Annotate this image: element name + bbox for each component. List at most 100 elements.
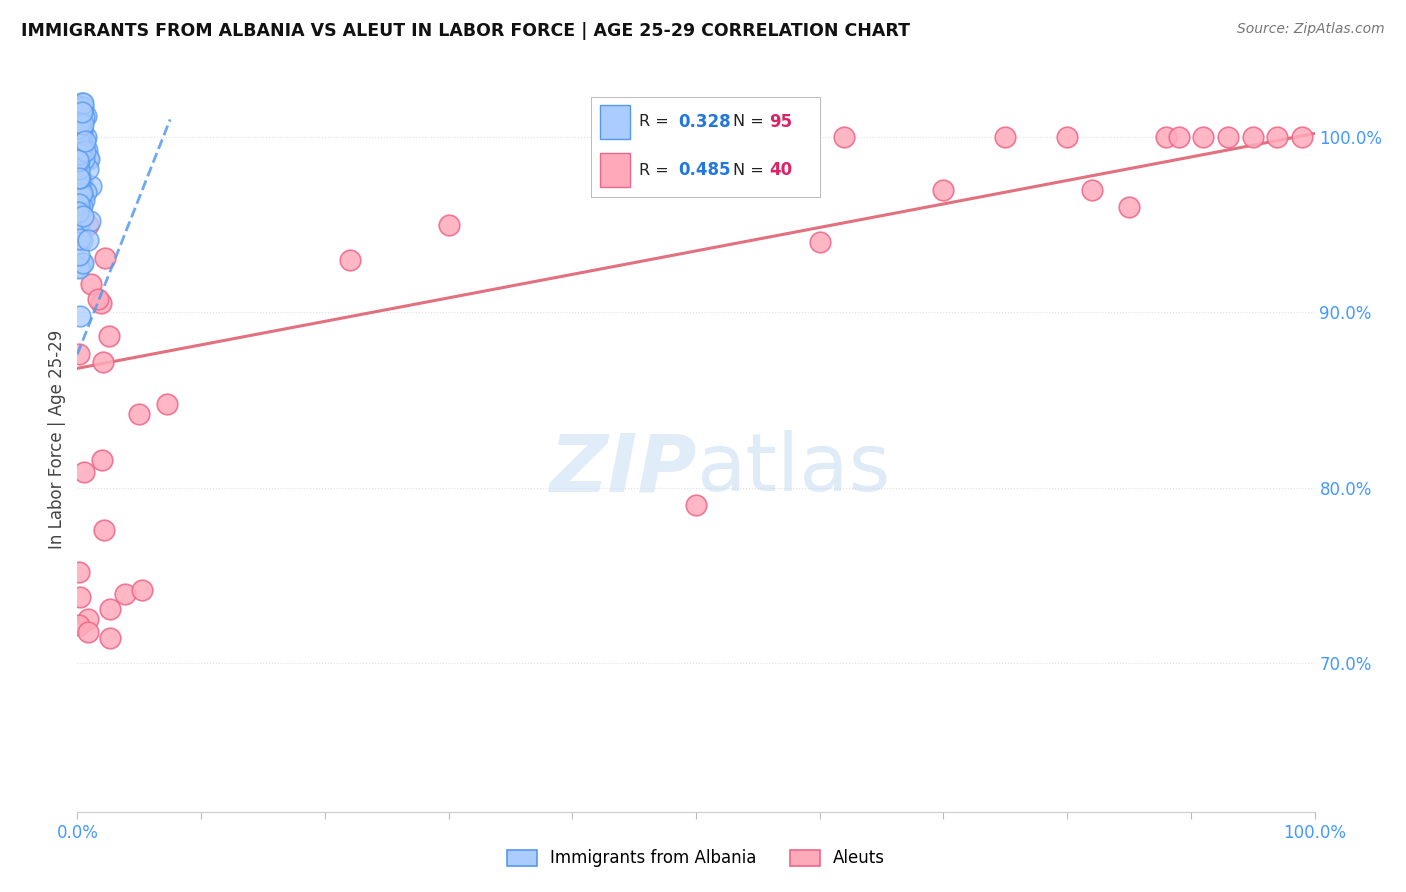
Point [66,106,89,120]
Point [67,99,90,113]
Point [128,408,150,422]
Point [67,618,90,632]
Point [72,122,94,136]
Point [834,130,856,145]
Point [1081,183,1104,197]
Point [70,104,93,119]
Point [1056,130,1078,145]
Point [75,144,97,158]
Point [1192,130,1215,145]
Point [80,277,103,291]
Point [75,185,97,199]
Point [67,103,90,117]
Point [69,590,91,604]
Point [98,631,121,645]
Point [76,143,98,157]
Point [91,355,114,369]
Point [69,178,91,192]
Point [66,128,89,143]
Point [67,143,90,157]
Point [437,218,460,232]
Point [66,158,89,172]
Point [67,167,90,181]
Point [69,104,91,119]
Point [70,131,93,145]
Point [808,235,831,249]
Point [77,151,100,165]
Point [67,215,90,229]
Point [69,309,91,323]
Point [131,583,153,598]
Y-axis label: In Labor Force | Age 25-29: In Labor Force | Age 25-29 [48,330,66,549]
Point [80,179,103,194]
Point [69,130,91,145]
Point [69,116,91,130]
Point [72,178,94,193]
Point [73,110,96,124]
Point [66,133,89,147]
Point [90,296,112,310]
Point [66,130,89,145]
Point [1267,130,1289,145]
Point [73,193,96,207]
Point [67,153,90,168]
Point [72,141,94,155]
Point [70,158,93,172]
Point [67,129,90,144]
Point [67,247,90,261]
Point [67,260,90,275]
Point [77,218,100,232]
Point [114,587,136,601]
Point [69,132,91,146]
Point [69,138,91,153]
Point [70,199,93,213]
Point [98,601,121,615]
Point [67,260,90,275]
Point [67,171,90,186]
Point [72,100,94,114]
Point [67,155,90,169]
Point [994,130,1017,145]
Point [1216,130,1239,145]
Point [70,105,93,120]
Point [69,102,91,116]
Text: atlas: atlas [696,430,890,508]
Text: Source: ZipAtlas.com: Source: ZipAtlas.com [1237,22,1385,37]
Point [1241,130,1264,145]
Point [67,161,90,176]
Point [77,152,100,166]
Point [66,194,89,209]
Point [685,498,707,512]
Point [67,190,90,204]
Point [94,251,117,265]
Point [339,252,361,267]
Point [72,117,94,131]
Point [70,187,93,202]
Point [67,179,90,194]
Point [67,124,90,138]
Point [69,226,91,240]
Point [76,624,98,639]
Point [66,120,89,135]
Point [66,205,89,219]
Point [69,151,91,165]
Point [67,100,90,114]
Point [69,112,91,127]
Point [69,142,91,156]
Point [97,328,120,343]
Point [69,169,91,183]
Point [1291,130,1313,145]
Point [67,197,90,211]
Point [73,465,96,479]
Point [70,233,93,247]
Point [70,199,93,213]
Point [1154,130,1177,145]
Point [932,183,955,197]
Point [66,126,89,140]
Point [67,347,90,361]
Point [91,453,114,467]
Point [67,120,90,134]
Point [710,130,733,145]
Point [87,293,110,307]
Point [72,255,94,269]
